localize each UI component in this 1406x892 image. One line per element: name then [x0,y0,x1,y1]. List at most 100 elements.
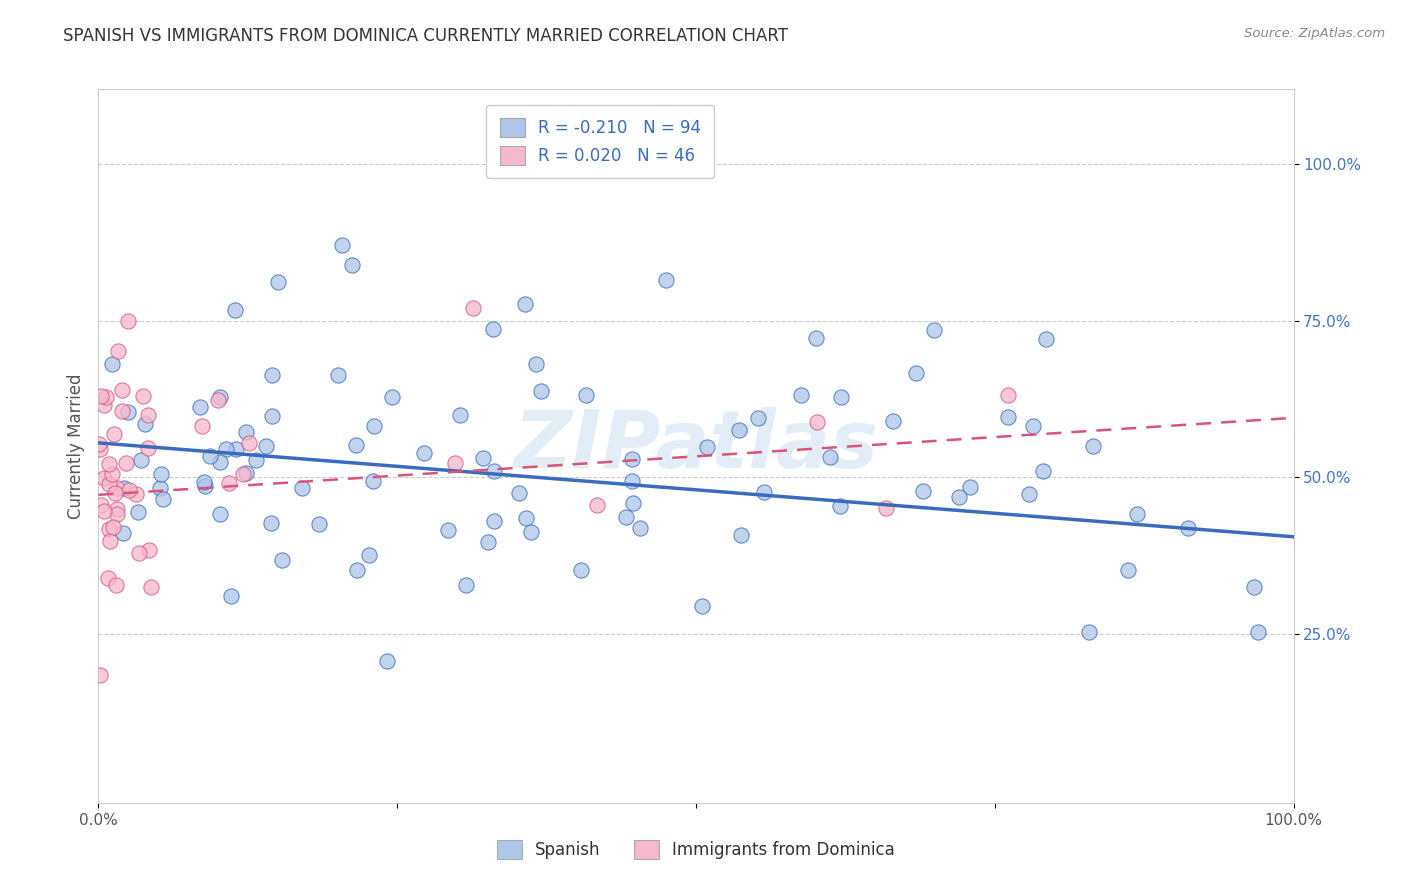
Point [89,437,111,451]
Point [97,571,120,585]
Point [90,389,112,403]
Point [188,400,211,414]
Point [482,464,505,478]
Point [245,453,267,467]
Point [193,475,215,489]
Point [911,484,934,499]
Point [93,471,115,485]
Point [569,563,592,577]
Point [530,384,553,399]
Point [100,357,122,371]
Point [614,510,637,524]
Point [346,563,368,577]
Point [103,519,125,533]
Point [105,501,128,516]
Point [443,456,465,470]
Point [254,439,277,453]
Point [114,481,136,495]
Point [308,517,330,532]
Point [190,418,212,433]
Point [270,553,292,567]
Point [520,524,543,539]
Point [117,405,139,419]
Point [235,425,257,439]
Point [508,486,530,500]
Point [89,442,111,457]
Point [224,302,246,317]
Point [696,440,718,454]
Point [1243,580,1265,594]
Point [413,446,436,460]
Point [194,479,217,493]
Point [515,297,537,311]
Point [326,368,349,383]
Point [922,323,945,337]
Point [344,438,367,452]
Point [461,301,484,315]
Point [127,505,149,519]
Point [621,496,644,510]
Point [828,499,851,513]
Point [115,456,138,470]
Point [214,442,236,457]
Point [804,331,827,345]
Point [90,498,112,512]
Point [98,477,121,491]
Point [381,390,404,404]
Point [997,388,1019,402]
Point [1177,521,1199,535]
Point [138,543,160,558]
Point [138,409,160,423]
Point [235,467,257,481]
Point [456,578,478,592]
Point [357,548,380,562]
Point [477,535,499,549]
Point [363,474,385,488]
Point [1116,564,1139,578]
Point [221,589,243,603]
Point [437,524,460,538]
Point [238,436,260,450]
Point [818,450,841,464]
Text: Source: ZipAtlas.com: Source: ZipAtlas.com [1244,27,1385,40]
Point [330,238,353,252]
Point [806,415,828,429]
Point [132,389,155,403]
Point [628,521,651,535]
Point [125,487,148,501]
Point [98,523,121,537]
Point [209,455,232,469]
Point [198,450,221,464]
Point [747,411,769,425]
Point [959,480,981,494]
Point [218,476,240,491]
Point [1035,332,1057,346]
Point [101,467,124,481]
Point [232,467,254,482]
Point [112,525,135,540]
Point [118,483,141,498]
Point [104,485,127,500]
Point [340,258,363,272]
Text: SPANISH VS IMMIGRANTS FROM DOMINICA CURRENTLY MARRIED CORRELATION CHART: SPANISH VS IMMIGRANTS FROM DOMINICA CURR… [63,27,789,45]
Point [363,419,385,434]
Point [472,450,495,465]
Point [948,490,970,504]
Point [260,516,283,530]
Text: ZIPatlas: ZIPatlas [513,407,879,485]
Point [620,452,643,467]
Point [449,409,471,423]
Point [1083,439,1105,453]
Point [136,442,159,456]
Point [882,414,904,428]
Point [1022,419,1045,434]
Point [208,507,231,521]
Y-axis label: Currently Married: Currently Married [66,373,84,519]
Point [105,481,128,495]
Point [208,390,231,404]
Point [103,427,125,442]
Point [754,485,776,500]
Point [149,467,172,482]
Point [1032,464,1054,478]
Point [149,481,172,495]
